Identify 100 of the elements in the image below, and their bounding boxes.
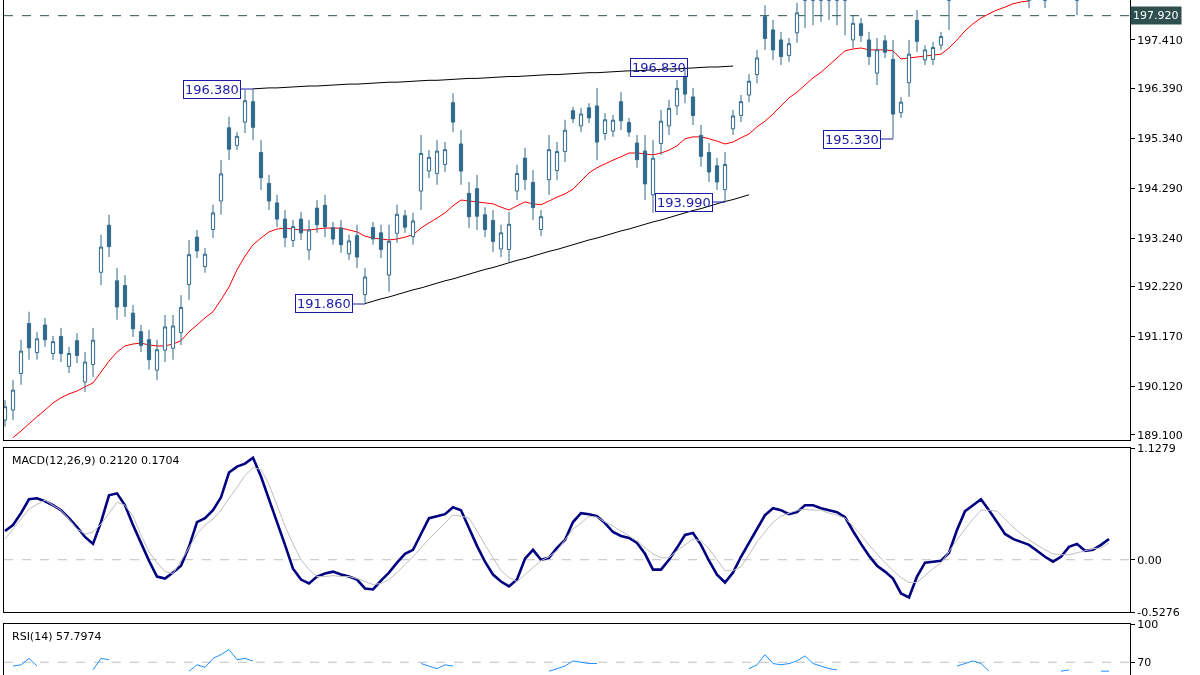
candlestick	[354, 224, 360, 269]
candlestick	[330, 221, 336, 246]
candlestick	[106, 214, 112, 258]
candlestick	[18, 339, 24, 386]
candlestick	[370, 221, 376, 246]
candlestick	[562, 119, 568, 163]
candlestick	[274, 194, 280, 228]
candlestick	[882, 34, 888, 59]
candlestick	[178, 294, 184, 346]
candlestick	[762, 4, 768, 51]
candlestick	[626, 117, 632, 138]
candlestick	[514, 164, 520, 201]
candlestick	[594, 87, 600, 161]
ref-line-label: 197.920	[1133, 9, 1179, 22]
candlestick	[42, 317, 48, 348]
line-series	[252, 65, 734, 90]
candlestick	[402, 209, 408, 234]
candlestick	[522, 147, 528, 191]
candlestick	[666, 99, 672, 136]
candlestick	[314, 199, 320, 234]
candlestick	[186, 239, 192, 301]
candlestick	[34, 331, 40, 361]
candlestick	[154, 339, 160, 381]
candlestick	[578, 107, 584, 133]
candlestick	[498, 224, 504, 258]
candlestick	[914, 9, 920, 53]
candlestick	[250, 88, 256, 141]
candlestick	[770, 19, 776, 61]
candlestick	[930, 41, 936, 66]
candlestick	[442, 141, 448, 173]
annotation: 195.330	[825, 132, 879, 147]
candlestick	[426, 149, 432, 179]
candlestick	[690, 87, 696, 126]
candlestick	[410, 212, 416, 246]
y-tick-label: 194.290	[1137, 182, 1183, 196]
candlestick	[570, 106, 576, 124]
candlestick	[858, 17, 864, 43]
text: MACD(12,26,9) 0.2120 0.1704	[12, 454, 180, 467]
candlestick	[466, 181, 472, 229]
candlestick	[834, 0, 840, 26]
y-tick-label: 100	[1137, 617, 1159, 631]
y-tick-label: 70	[1137, 656, 1152, 670]
candlestick	[818, 0, 824, 23]
candlestick	[66, 346, 72, 374]
candlestick	[210, 204, 216, 239]
candlestick	[386, 224, 392, 293]
y-tick-label: -0.5276	[1137, 605, 1180, 619]
candlestick	[802, 0, 808, 29]
line-series	[364, 194, 750, 305]
candlestick	[58, 327, 64, 363]
candlestick	[482, 206, 488, 238]
candlestick	[226, 116, 232, 161]
candlestick	[162, 314, 168, 363]
line-series	[4, 456, 1111, 599]
candlestick	[826, 0, 832, 21]
candlestick	[530, 169, 536, 221]
candlestick	[722, 151, 728, 203]
candlestick	[306, 219, 312, 261]
candlestick	[786, 37, 792, 63]
candlestick	[170, 314, 176, 361]
candlestick	[202, 247, 208, 274]
candlestick	[98, 234, 104, 286]
candlestick	[4, 399, 8, 428]
candlestick	[754, 49, 760, 84]
y-tick-label: 192.220	[1137, 280, 1183, 294]
y-tick-label: 189.100	[1137, 428, 1183, 442]
candlestick	[730, 109, 736, 136]
candlestick	[450, 92, 456, 133]
y-tick-label: 1.1279	[1137, 441, 1176, 455]
candlestick	[290, 219, 296, 248]
candlestick	[506, 211, 512, 263]
candlestick	[434, 139, 440, 186]
candlestick	[26, 311, 32, 361]
candlestick	[114, 267, 120, 321]
candlestick	[322, 194, 328, 238]
candlestick	[674, 79, 680, 116]
line-series	[12, 0, 1030, 439]
candlestick	[602, 112, 608, 141]
y-tick-label: 195.340	[1137, 132, 1183, 146]
candlestick	[706, 142, 712, 183]
candlestick	[746, 73, 752, 103]
candlestick	[610, 114, 616, 138]
annotation: 193.990	[657, 195, 711, 210]
candlestick	[394, 204, 400, 244]
candlestick	[842, 0, 848, 36]
candlestick	[282, 209, 288, 248]
y-tick-label: 197.410	[1137, 33, 1183, 47]
candlestick	[938, 31, 944, 51]
candlestick	[810, 0, 816, 26]
candlestick	[538, 209, 544, 237]
text: RSI(14) 57.7974	[12, 630, 102, 643]
candlestick	[650, 139, 656, 214]
candlestick	[554, 141, 560, 181]
candlestick	[266, 174, 272, 211]
candlestick	[130, 304, 136, 338]
candlestick	[10, 379, 16, 421]
candlestick	[698, 124, 704, 168]
candlestick	[890, 39, 896, 140]
y-tick-label: 0.00	[1137, 553, 1162, 567]
candlestick	[490, 209, 496, 253]
